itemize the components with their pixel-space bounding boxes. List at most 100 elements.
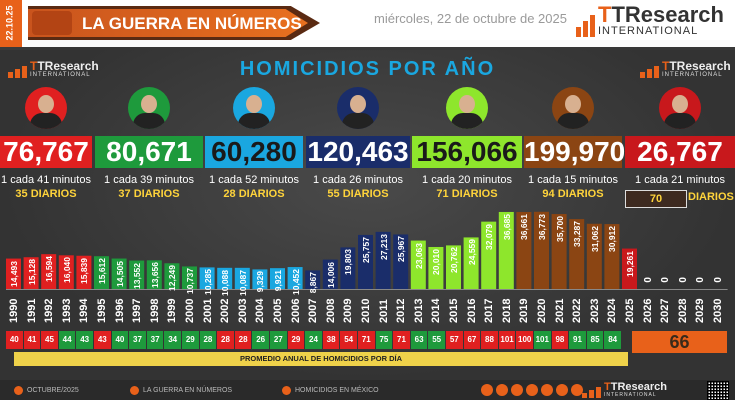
administration-total-7: 26,767 <box>625 136 735 168</box>
year-label-1993: 1993 <box>60 298 73 323</box>
bar-value-2002: 10,088 <box>220 269 231 296</box>
daily-avg-2021: 98 <box>551 331 569 349</box>
daily-avg-1997: 37 <box>129 331 146 349</box>
bar-value-2024: 30,912 <box>607 226 618 253</box>
threads-icon[interactable] <box>496 384 508 396</box>
logo-bars-icon <box>576 15 595 37</box>
year-label-2029: 2029 <box>694 298 707 323</box>
bar-value-2030: 0 <box>713 277 724 283</box>
daily-avg-1991: 41 <box>23 331 41 349</box>
year-label-1991: 1991 <box>25 298 38 323</box>
administration-rate-7: 1 cada 21 minutos <box>635 174 725 186</box>
year-label-2010: 2010 <box>360 298 372 323</box>
youtube-icon[interactable] <box>571 384 583 396</box>
year-label-2026: 2026 <box>641 298 654 323</box>
administration-daily-6: 94 DIARIOS <box>542 188 604 200</box>
bar-value-2007: 8,867 <box>308 272 319 294</box>
footer: OCTUBRE/2025 LA GUERRA EN NÚMEROS HOMICI… <box>0 380 735 400</box>
bar-value-2027: 0 <box>660 277 672 283</box>
bar-value-2009: 19,803 <box>343 249 354 276</box>
bar-value-1990: 14,493 <box>9 260 19 287</box>
bar-value-2019: 36,661 <box>519 214 530 240</box>
administration-daily-2: 37 DIARIOS <box>118 188 180 200</box>
year-label-1990: 1990 <box>8 298 20 323</box>
administration-rate-1: 1 cada 41 minutos <box>1 174 91 186</box>
bar-value-2012: 25,967 <box>396 236 407 263</box>
chart-logo-right: TTResearch INTERNATIONAL <box>640 60 731 78</box>
logo-bars-icon <box>640 66 659 78</box>
daily-avg-1996: 40 <box>111 331 129 349</box>
president-photo-7 <box>659 87 701 129</box>
president-photo-2 <box>128 87 170 129</box>
administration-total-1: 76,767 <box>0 136 92 168</box>
year-label-2027: 2027 <box>659 298 672 323</box>
year-label-2011: 2011 <box>377 299 390 323</box>
administration-daily-7: DIARIOS <box>688 191 734 203</box>
facebook-icon[interactable] <box>541 384 553 396</box>
bar-value-1999: 12,249 <box>167 265 178 292</box>
bar-value-2006: 10,452 <box>290 269 301 296</box>
tresearch-logo: TTResearch INTERNATIONAL <box>576 4 724 37</box>
page-title: LA GUERRA EN NÚMEROS <box>82 14 302 33</box>
year-label-1995: 1995 <box>96 298 108 323</box>
year-label-2012: 2012 <box>395 298 408 323</box>
bar-value-2003: 10,087 <box>237 269 248 296</box>
bar-value-2010: 25,757 <box>361 236 371 263</box>
daily-avg-1990: 40 <box>6 331 23 349</box>
bar-value-2029: 0 <box>695 277 707 283</box>
bar-value-1997: 13,552 <box>132 262 143 289</box>
web-icon[interactable] <box>481 384 493 396</box>
year-label-2007: 2007 <box>307 298 320 323</box>
daily-avg-2016: 67 <box>463 331 481 349</box>
administration-total-5: 156,066 <box>412 136 522 168</box>
year-label-1999: 1999 <box>166 298 179 323</box>
daily-avg-2018: 101 <box>498 331 516 349</box>
qr-code[interactable] <box>707 381 729 400</box>
year-label-2023: 2023 <box>588 298 601 323</box>
year-label-2018: 2018 <box>500 298 513 323</box>
daily-avg-2006: 29 <box>287 331 305 349</box>
daily-avg-2014: 55 <box>428 331 445 349</box>
daily-avg-2012: 71 <box>393 331 410 349</box>
year-label-2022: 2022 <box>571 298 584 323</box>
map-icon <box>130 386 139 395</box>
year-label-2019: 2019 <box>518 298 531 323</box>
year-label-2004: 2004 <box>254 298 267 323</box>
daily-avg-2000: 29 <box>182 331 199 349</box>
daily-avg-2022: 91 <box>569 331 586 349</box>
footer-section-1: LA GUERRA EN NÚMEROS <box>143 387 233 394</box>
whatsapp-icon[interactable] <box>511 384 523 396</box>
daily-avg-2003: 28 <box>234 331 252 349</box>
daily-avg-2024: 84 <box>604 331 621 349</box>
year-label-2017: 2017 <box>483 298 496 323</box>
administration-rate-6: 1 cada 15 minutos <box>528 174 618 186</box>
chart-icon <box>282 386 291 395</box>
bar-value-2028: 0 <box>677 277 689 283</box>
daily-avg-1995: 43 <box>94 331 111 349</box>
daily-avg-2010: 71 <box>358 331 375 349</box>
administration-total-6: 199,970 <box>524 136 626 168</box>
president-photo-1 <box>25 87 67 129</box>
year-label-2005: 2005 <box>272 298 284 323</box>
year-label-1992: 1992 <box>43 298 56 323</box>
bar-value-2016: 24,559 <box>466 239 477 266</box>
daily-avg-2013: 63 <box>410 331 428 349</box>
bar-value-2018: 36,685 <box>501 213 512 240</box>
daily-avg-1998: 37 <box>146 331 164 349</box>
bar-value-2001: 10,285 <box>202 269 213 296</box>
date-badge: 22.10.25 <box>0 0 22 47</box>
year-label-2001: 2001 <box>201 298 214 323</box>
year-label-1998: 1998 <box>148 298 161 323</box>
bar-value-1994: 15,839 <box>79 257 90 284</box>
president-photo-4 <box>337 87 379 129</box>
year-label-1996: 1996 <box>113 298 126 323</box>
bar-value-2026: 0 <box>642 277 654 283</box>
bar-value-2005: 9,921 <box>273 270 283 292</box>
bar-value-2017: 32,079 <box>484 223 495 250</box>
year-label-2014: 2014 <box>430 298 443 323</box>
bar-value-2015: 20,762 <box>449 247 459 274</box>
daily-avg-2002: 28 <box>217 331 234 349</box>
top-header: 22.10.25 LA GUERRA EN NÚMEROS miércoles,… <box>0 0 735 47</box>
linkedin-icon[interactable] <box>556 384 568 396</box>
x-icon[interactable] <box>526 384 538 396</box>
